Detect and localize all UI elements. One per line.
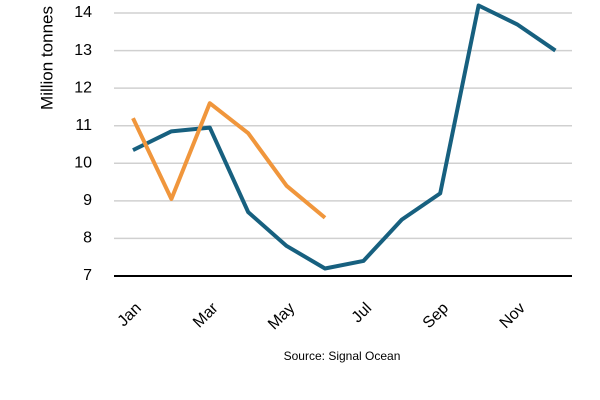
- y-tick-label: 13: [74, 42, 92, 59]
- y-axis-label: Million tonnes: [37, 6, 56, 110]
- x-tick-label: May: [265, 300, 298, 333]
- x-tick-label: Sep: [420, 300, 452, 332]
- source: Source: Signal Ocean: [284, 349, 401, 363]
- y-tick-label: 12: [74, 79, 92, 96]
- series-line: [132, 3, 557, 271]
- series-line: [131, 101, 327, 220]
- x-tick-label: Jul: [349, 300, 375, 326]
- y-tick-label: 7: [83, 267, 92, 284]
- y-tick-label: 9: [83, 192, 92, 209]
- y-tick-label: 10: [74, 155, 92, 172]
- y-tick-label: 8: [83, 230, 92, 247]
- x-tick-label: Mar: [190, 299, 222, 331]
- y-tick-label: 14: [74, 4, 92, 21]
- x-tick-label: Nov: [497, 300, 529, 332]
- y-tick-label: 11: [75, 117, 92, 134]
- x-tick-label: Jan: [115, 300, 145, 330]
